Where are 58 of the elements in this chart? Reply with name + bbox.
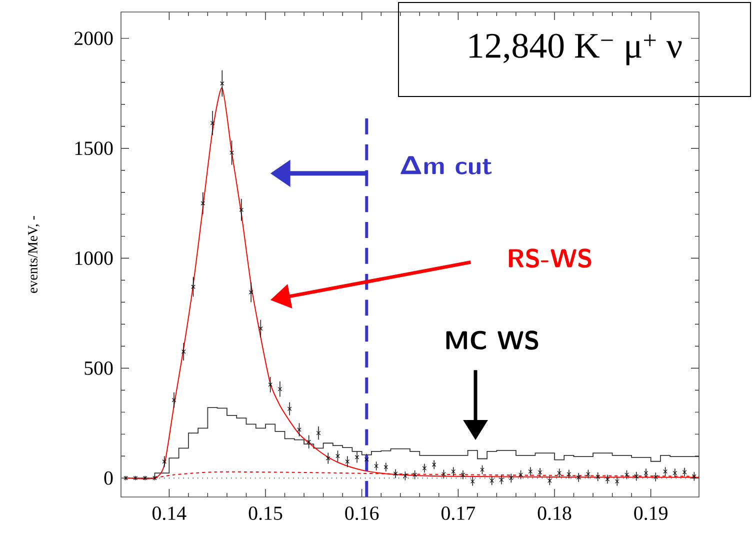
point — [142, 476, 148, 480]
point — [624, 472, 629, 477]
y-tick-label: 500 — [84, 361, 113, 375]
point — [460, 472, 466, 477]
point — [374, 464, 378, 468]
point — [548, 478, 552, 483]
y-axis-title: events/MeV, - — [28, 216, 40, 293]
point — [499, 478, 504, 482]
point — [557, 470, 562, 476]
x-tick-label: 0.16 — [345, 506, 379, 520]
point — [336, 454, 340, 458]
annotation: RS-WS — [508, 248, 592, 268]
ref-line-label: Δm cut — [400, 156, 492, 174]
y-tick-label: 1500 — [75, 142, 113, 156]
point — [422, 466, 427, 470]
point — [490, 478, 494, 483]
point — [384, 464, 388, 470]
x-tick-label: 0.14 — [152, 506, 186, 520]
y-tick-label: 2000 — [74, 32, 113, 46]
point — [518, 472, 523, 477]
point — [162, 459, 166, 464]
x-tick-label: 0.19 — [634, 506, 668, 520]
point — [133, 476, 138, 480]
annotation: MC WS — [446, 330, 538, 350]
point — [605, 477, 610, 482]
point — [682, 470, 687, 474]
point — [654, 474, 658, 480]
point — [442, 472, 446, 476]
point — [403, 474, 408, 478]
point — [432, 462, 436, 467]
point — [451, 469, 456, 474]
point — [412, 472, 417, 477]
point — [538, 470, 542, 475]
x-tick-label: 0.15 — [248, 506, 282, 520]
point — [576, 475, 581, 480]
point — [692, 474, 696, 478]
point — [566, 472, 572, 476]
point — [393, 472, 398, 476]
y-tick-label: 1000 — [75, 252, 113, 265]
text: 12,840 K$^{−}$ μ$^{+}$ ν — [470, 34, 682, 66]
x-tick-label: 0.17 — [442, 506, 476, 520]
point — [345, 459, 350, 464]
point — [634, 474, 639, 478]
y-tick-label: 0 — [104, 471, 113, 485]
point — [528, 469, 533, 474]
x-tick-label: 0.18 — [538, 506, 572, 520]
point — [663, 469, 668, 474]
point — [509, 476, 514, 480]
point — [672, 470, 678, 476]
point — [644, 470, 648, 476]
point — [480, 468, 484, 472]
point — [470, 479, 475, 484]
point — [596, 474, 600, 479]
point — [364, 457, 369, 462]
point — [586, 472, 590, 476]
point — [326, 456, 330, 460]
point — [354, 455, 360, 460]
point — [614, 479, 620, 484]
